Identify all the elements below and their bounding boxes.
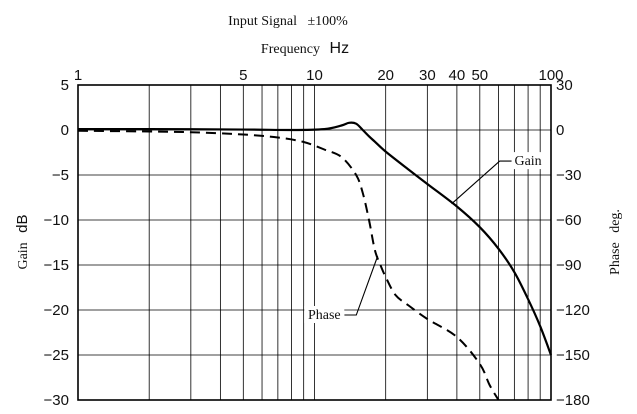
y-left-tick-label: 5 [61, 77, 69, 94]
y-left-tick-labels: 5 0 −5 −10 −15 −20 −25 −30 [44, 77, 69, 409]
y-left-tick-label: −5 [52, 167, 69, 184]
annotation-label-gain: Gain [514, 154, 541, 169]
annotation-label-bg [304, 306, 345, 323]
x-tick-label: 5 [239, 67, 247, 84]
y-left-tick-label: 0 [61, 122, 69, 139]
y-left-tick-label: −20 [44, 302, 69, 319]
chart-title: Input Signal ±100% [228, 14, 348, 29]
annotations: Gain Phase [304, 152, 545, 323]
y-right-tick-label: −90 [556, 257, 581, 274]
y-left-axis-label-text: Gain [16, 242, 31, 269]
phase-series-line [77, 129, 500, 401]
y-left-tick-label: −10 [44, 212, 69, 229]
y-right-tick-labels: 30 0 −30 −60 −90 −120 −150 −180 [556, 77, 590, 409]
y-right-tick-label: −120 [556, 302, 590, 319]
y-right-tick-label: −180 [556, 392, 590, 409]
y-right-axis-label: Phase deg. [608, 209, 623, 275]
x-tick-label: 40 [449, 67, 466, 84]
y-right-tick-label: −30 [556, 167, 581, 184]
x-axis-label-text: Frequency [261, 42, 320, 57]
y-right-axis-label-unit: deg. [608, 209, 623, 233]
y-right-tick-label: −150 [556, 347, 590, 364]
y-right-tick-label: −60 [556, 212, 581, 229]
y-left-axis-label-unit: dB [14, 214, 31, 232]
y-right-axis-label-text: Phase [608, 242, 623, 275]
y-left-tick-label: −25 [44, 347, 69, 364]
x-tick-labels: 1 5 10 20 30 40 50 100 [74, 67, 564, 84]
y-right-tick-label: 30 [556, 77, 573, 94]
annotation-leader-line [344, 255, 379, 316]
y-left-axis-label: Gain dB [14, 214, 31, 269]
x-tick-label: 1 [74, 67, 82, 84]
plot-frame [77, 84, 552, 401]
x-axis-label: Frequency Hz [261, 40, 349, 57]
x-tick-label: 100 [538, 67, 563, 84]
x-tick-label: 50 [471, 67, 488, 84]
y-left-tick-label: −15 [44, 257, 69, 274]
annotation-leader-line [451, 160, 512, 205]
x-axis-label-unit: Hz [330, 40, 350, 57]
gain-series-line [77, 121, 553, 356]
x-tick-label: 30 [419, 67, 436, 84]
x-tick-label: 20 [377, 67, 394, 84]
y-right-tick-label: 0 [556, 122, 564, 139]
y-left-tick-label: −30 [44, 392, 69, 409]
annotation-label-phase: Phase [308, 308, 341, 323]
annotation-label-bg [511, 152, 545, 170]
x-tick-label: 10 [306, 67, 323, 84]
